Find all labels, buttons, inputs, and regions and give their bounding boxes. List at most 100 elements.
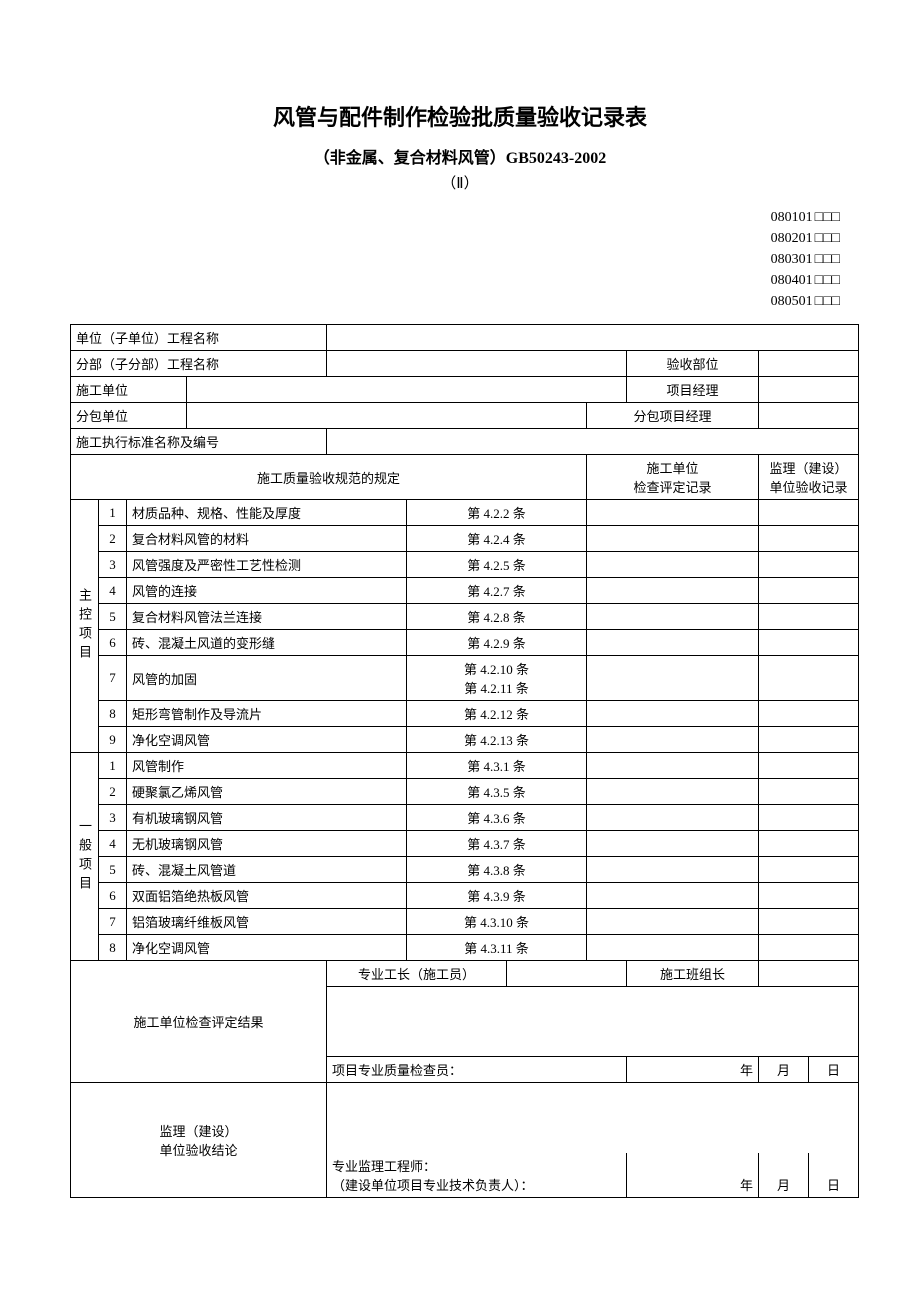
item-supervise[interactable] xyxy=(759,805,859,831)
field-unit-project[interactable] xyxy=(327,325,859,351)
doc-sub2: （Ⅱ） xyxy=(70,172,850,193)
field-teamleader[interactable] xyxy=(759,961,859,987)
label-standard: 施工执行标准名称及编号 xyxy=(71,429,327,455)
item-record[interactable] xyxy=(587,656,759,701)
label-day: 日 xyxy=(809,1153,859,1198)
label-supervise-sig: 专业监理工程师： （建设单位项目专业技术负责人）： xyxy=(327,1153,627,1198)
item-record[interactable] xyxy=(587,701,759,727)
table-row: 8净化空调风管第 4.3.11 条 xyxy=(71,935,859,961)
item-name: 砖、混凝土风管道 xyxy=(127,857,407,883)
table-row: 2硬聚氯乙烯风管第 4.3.5 条 xyxy=(71,779,859,805)
field-subcon-pm[interactable] xyxy=(759,403,859,429)
item-supervise[interactable] xyxy=(759,935,859,961)
item-supervise[interactable] xyxy=(759,883,859,909)
table-row: 7风管的加固第 4.2.10 条 第 4.2.11 条 xyxy=(71,656,859,701)
item-supervise[interactable] xyxy=(759,500,859,526)
item-ref: 第 4.3.9 条 xyxy=(407,883,587,909)
item-supervise[interactable] xyxy=(759,552,859,578)
item-record[interactable] xyxy=(587,526,759,552)
item-record[interactable] xyxy=(587,630,759,656)
field-standard[interactable] xyxy=(327,429,859,455)
item-ref: 第 4.3.11 条 xyxy=(407,935,587,961)
item-record[interactable] xyxy=(587,909,759,935)
field-accept-part[interactable] xyxy=(759,351,859,377)
item-supervise[interactable] xyxy=(759,604,859,630)
field-check-result[interactable] xyxy=(327,987,859,1057)
table-row: 监理（建设） 单位验收结论 xyxy=(71,1083,859,1153)
item-num: 3 xyxy=(99,805,127,831)
label-pm: 项目经理 xyxy=(627,377,759,403)
label-day: 日 xyxy=(809,1057,859,1083)
item-ref: 第 4.3.1 条 xyxy=(407,753,587,779)
item-ref: 第 4.2.9 条 xyxy=(407,630,587,656)
colhead-record: 施工单位 检查评定记录 xyxy=(587,455,759,500)
colhead-supervise: 监理（建设） 单位验收记录 xyxy=(759,455,859,500)
item-supervise[interactable] xyxy=(759,779,859,805)
item-supervise[interactable] xyxy=(759,831,859,857)
item-ref: 第 4.2.7 条 xyxy=(407,578,587,604)
item-name: 矩形弯管制作及导流片 xyxy=(127,701,407,727)
sig-line1: 专业监理工程师： xyxy=(332,1156,621,1175)
table-row: 8矩形弯管制作及导流片第 4.2.12 条 xyxy=(71,701,859,727)
table-row: 施工单位检查评定结果 专业工长（施工员） 施工班组长 xyxy=(71,961,859,987)
item-ref: 第 4.3.8 条 xyxy=(407,857,587,883)
item-record[interactable] xyxy=(587,883,759,909)
code-3: 080401 xyxy=(771,273,840,288)
item-name: 有机玻璃钢风管 xyxy=(127,805,407,831)
label-unit-project: 单位（子单位）工程名称 xyxy=(71,325,327,351)
table-row: 单位（子单位）工程名称 xyxy=(71,325,859,351)
item-ref: 第 4.2.8 条 xyxy=(407,604,587,630)
item-supervise[interactable] xyxy=(759,656,859,701)
item-supervise[interactable] xyxy=(759,578,859,604)
label-supervise-conclusion: 监理（建设） 单位验收结论 xyxy=(71,1083,327,1198)
field-supervise-conclusion[interactable] xyxy=(327,1083,859,1153)
item-name: 硬聚氯乙烯风管 xyxy=(127,779,407,805)
field-subcon[interactable] xyxy=(187,403,587,429)
item-supervise[interactable] xyxy=(759,909,859,935)
item-num: 7 xyxy=(99,656,127,701)
item-record[interactable] xyxy=(587,805,759,831)
label-accept-part: 验收部位 xyxy=(627,351,759,377)
label-line2: 单位验收结论 xyxy=(76,1140,321,1159)
field-sub-project[interactable] xyxy=(327,351,627,377)
field-pm[interactable] xyxy=(759,377,859,403)
item-record[interactable] xyxy=(587,831,759,857)
item-name: 风管的加固 xyxy=(127,656,407,701)
doc-subtitle: （非金属、复合材料风管）GB50243-2002 xyxy=(70,144,850,168)
table-row: 9净化空调风管第 4.2.13 条 xyxy=(71,727,859,753)
item-record[interactable] xyxy=(587,604,759,630)
item-num: 1 xyxy=(99,500,127,526)
label-line1: 监理（建设） xyxy=(76,1121,321,1140)
item-num: 4 xyxy=(99,578,127,604)
item-record[interactable] xyxy=(587,753,759,779)
item-supervise[interactable] xyxy=(759,857,859,883)
item-record[interactable] xyxy=(587,779,759,805)
item-record[interactable] xyxy=(587,935,759,961)
item-supervise[interactable] xyxy=(759,630,859,656)
item-record[interactable] xyxy=(587,552,759,578)
item-record[interactable] xyxy=(587,727,759,753)
field-foreman[interactable] xyxy=(507,961,627,987)
item-supervise[interactable] xyxy=(759,753,859,779)
item-record[interactable] xyxy=(587,857,759,883)
table-row: 3有机玻璃钢风管第 4.3.6 条 xyxy=(71,805,859,831)
label-unit-check: 施工单位检查评定结果 xyxy=(71,961,327,1083)
item-supervise[interactable] xyxy=(759,727,859,753)
item-num: 6 xyxy=(99,630,127,656)
item-supervise[interactable] xyxy=(759,701,859,727)
table-row: 2复合材料风管的材料第 4.2.4 条 xyxy=(71,526,859,552)
label-qc-inspector: 项目专业质量检查员： xyxy=(327,1057,627,1083)
item-num: 5 xyxy=(99,604,127,630)
item-supervise[interactable] xyxy=(759,526,859,552)
table-row: 主控项目 1 材质品种、规格、性能及厚度 第 4.2.2 条 xyxy=(71,500,859,526)
item-name: 材质品种、规格、性能及厚度 xyxy=(127,500,407,526)
colhead-spec: 施工质量验收规范的规定 xyxy=(71,455,587,500)
table-row: 施工执行标准名称及编号 xyxy=(71,429,859,455)
label-year: 年 xyxy=(627,1057,759,1083)
item-name: 复合材料风管法兰连接 xyxy=(127,604,407,630)
item-num: 6 xyxy=(99,883,127,909)
label-subcon: 分包单位 xyxy=(71,403,187,429)
field-constr-unit[interactable] xyxy=(187,377,627,403)
item-record[interactable] xyxy=(587,578,759,604)
item-record[interactable] xyxy=(587,500,759,526)
